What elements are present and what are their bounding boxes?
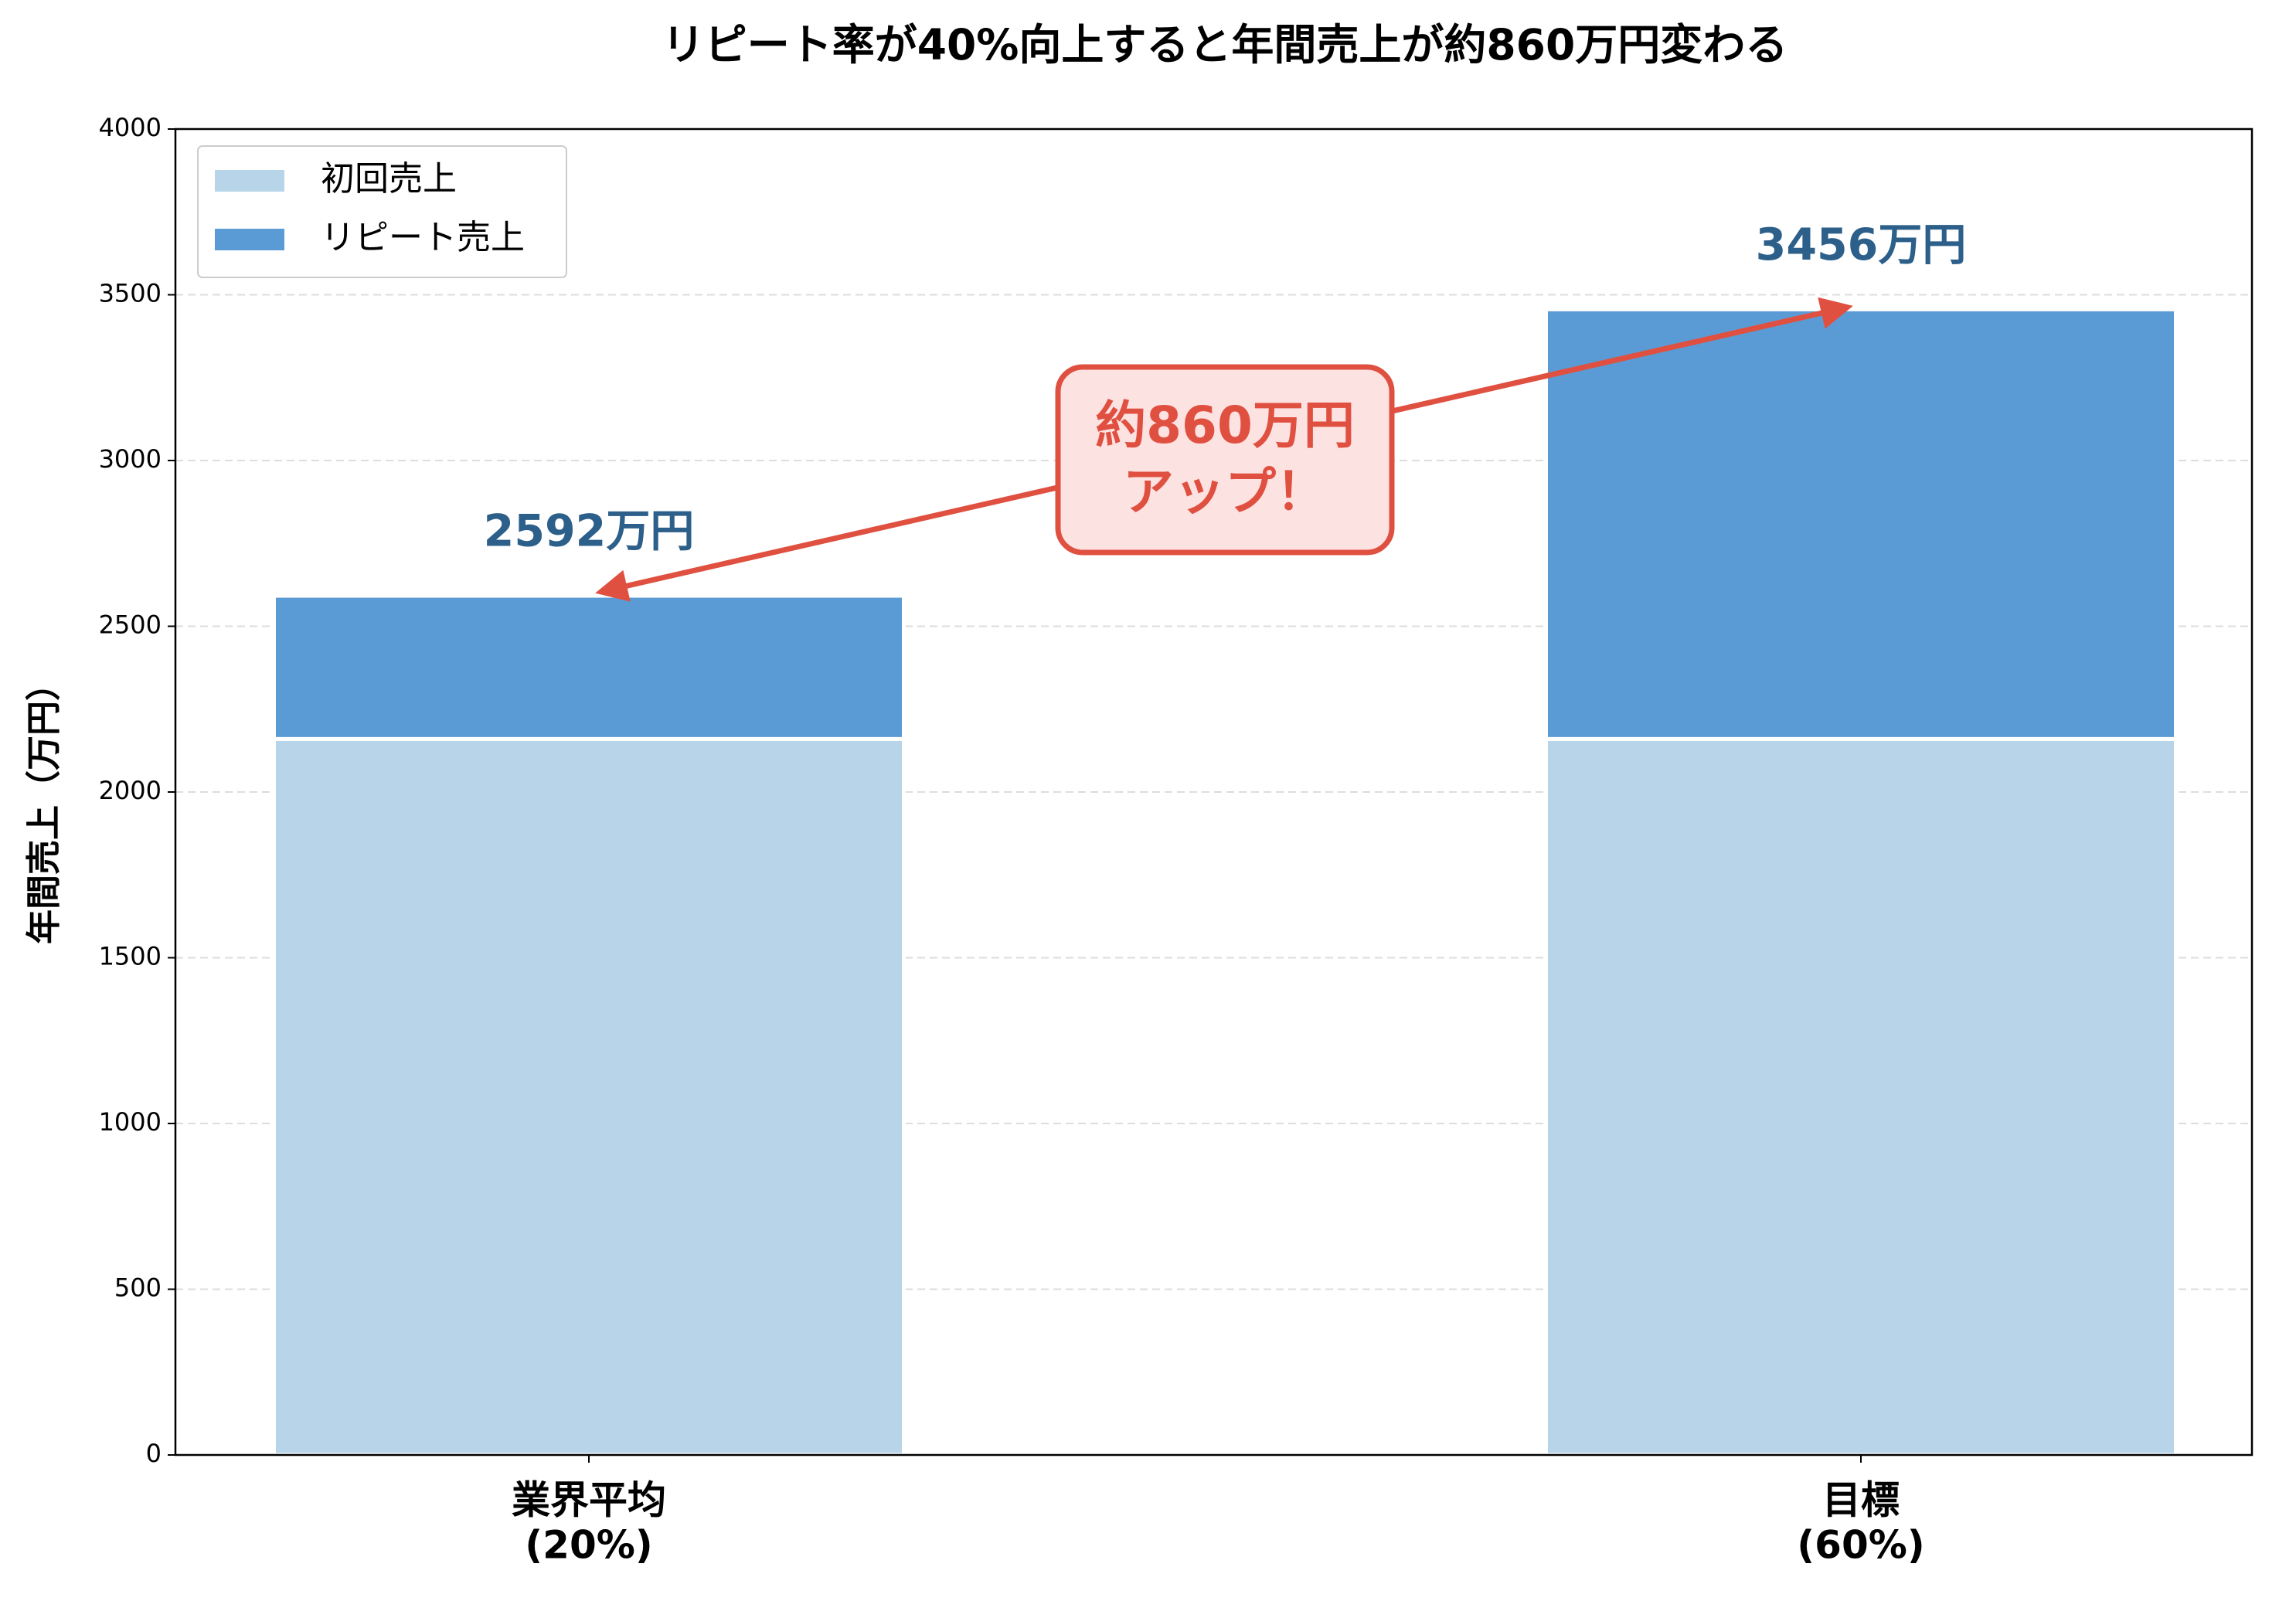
bar-segment <box>272 593 906 741</box>
annotation-text: 約860万円 <box>1095 396 1355 455</box>
x-tick-label: (20%) <box>525 1523 652 1568</box>
y-tick-label: 2000 <box>99 776 162 805</box>
y-tick-label: 500 <box>114 1273 162 1303</box>
total-label: 2592万円 <box>484 506 695 557</box>
y-tick-label: 1500 <box>99 942 162 971</box>
bar-segment <box>272 736 906 1457</box>
y-tick-label: 0 <box>146 1439 162 1468</box>
y-tick-label: 4000 <box>99 113 162 142</box>
chart-title: リピート率が40%向上すると年間売上が約860万円変わる <box>662 20 1787 70</box>
legend-box <box>197 145 567 278</box>
y-tick-label: 1000 <box>99 1107 162 1137</box>
x-tick-label: (60%) <box>1797 1523 1924 1568</box>
annotation-box <box>1055 364 1395 556</box>
legend-label: 初回売上 <box>321 159 457 199</box>
bar-segment <box>1544 736 2178 1457</box>
annotation-text: アップ！ <box>1123 462 1327 522</box>
y-tick-label: 3000 <box>99 444 162 474</box>
y-tick-label: 2500 <box>99 610 162 640</box>
legend-swatch <box>215 170 284 192</box>
x-tick-label: 業界平均 <box>512 1478 666 1523</box>
y-axis-label: 年間売上（万円） <box>23 666 64 944</box>
bar-segment <box>1544 307 2178 741</box>
plot-frame <box>174 127 2253 1457</box>
total-label: 3456万円 <box>1756 219 1967 270</box>
x-tick-label: 目標 <box>1822 1478 1900 1523</box>
legend-swatch <box>215 229 284 250</box>
y-tick-label: 3500 <box>99 279 162 308</box>
legend-label: リピート売上 <box>321 218 525 257</box>
